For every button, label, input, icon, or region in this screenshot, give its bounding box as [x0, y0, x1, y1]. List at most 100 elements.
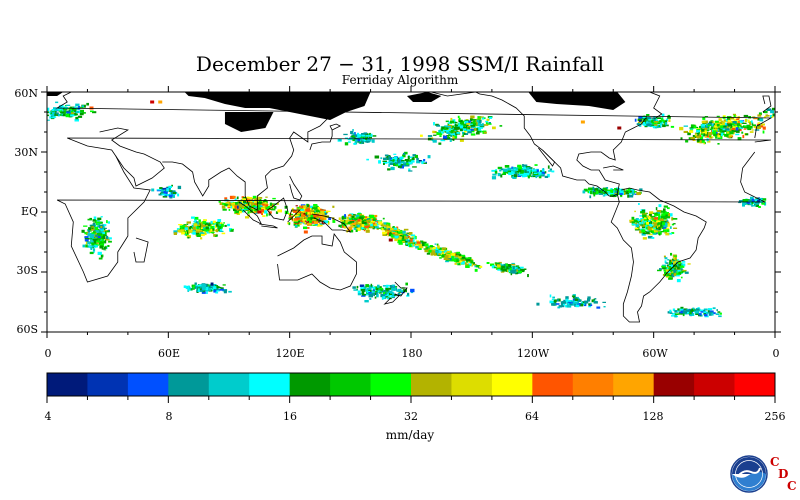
rain-cell — [684, 271, 689, 274]
rain-cell — [707, 140, 711, 143]
rain-cell — [291, 209, 295, 212]
rain-cell — [593, 193, 596, 197]
rain-cell — [701, 124, 706, 127]
rain-cell — [201, 284, 206, 288]
rain-cell — [47, 119, 50, 121]
rain-cell — [566, 298, 569, 303]
rain-cell — [370, 223, 373, 227]
rain-cell — [468, 263, 472, 266]
rain-cell — [549, 168, 552, 171]
rain-cell — [735, 133, 740, 136]
rain-cell — [199, 227, 202, 230]
rain-cell — [248, 206, 251, 210]
rain-cell — [382, 231, 387, 235]
rain-cell — [565, 296, 569, 300]
rain-cell — [200, 287, 202, 289]
rain-cell — [683, 130, 688, 133]
rain-cell — [757, 122, 761, 124]
rain-cell — [102, 231, 105, 235]
rain-cell — [306, 215, 308, 217]
rain-cell — [399, 156, 402, 160]
rain-cell — [642, 216, 645, 220]
rain-cell — [321, 221, 325, 225]
colorbar-swatch — [249, 373, 291, 396]
rain-cell — [243, 200, 247, 203]
rain-cell — [510, 272, 513, 276]
rain-cell — [563, 299, 567, 302]
rain-cell — [515, 167, 520, 170]
rain-cell — [397, 288, 402, 291]
rain-cell — [580, 303, 584, 307]
rain-cell — [436, 124, 440, 127]
rain-cell — [107, 245, 110, 247]
rain-cell — [641, 229, 646, 233]
rain-cell — [633, 219, 638, 223]
rain-cell — [96, 242, 99, 244]
rain-cell — [587, 298, 591, 302]
rain-cell — [504, 171, 508, 174]
rain-cell — [445, 260, 449, 263]
coastline — [259, 223, 278, 229]
rain-cell — [259, 205, 263, 208]
rain-cell — [224, 224, 227, 227]
rain-cell — [595, 190, 598, 192]
rain-cell — [231, 205, 235, 209]
rain-cell — [449, 125, 455, 128]
rain-cell — [353, 224, 358, 227]
rain-cell — [388, 164, 390, 167]
rain-cell — [715, 129, 719, 132]
rain-cell — [674, 315, 677, 318]
rain-cell — [239, 210, 242, 214]
rain-cell — [619, 190, 624, 194]
rain-cell — [704, 135, 707, 138]
rain-cell — [172, 195, 175, 198]
rain-cell — [522, 164, 524, 168]
rain-cell — [352, 132, 355, 135]
rain-cell — [656, 231, 658, 235]
rain-cell — [425, 245, 428, 249]
rain-cell — [672, 218, 678, 220]
rain-cell — [229, 205, 233, 209]
rain-cell — [214, 235, 218, 237]
rain-cell — [487, 123, 492, 125]
rain-cell — [715, 131, 718, 135]
rain-cell — [266, 206, 270, 210]
rain-cell — [680, 312, 683, 315]
rain-cell — [220, 222, 223, 224]
rain-cell — [65, 104, 71, 106]
rain-cell — [235, 202, 238, 205]
rain-cell — [388, 222, 390, 226]
rain-cell — [547, 165, 550, 169]
rain-cell — [673, 256, 676, 260]
rain-cell — [349, 220, 353, 222]
rain-cell — [223, 290, 227, 294]
rain-cell — [522, 164, 528, 167]
rain-cell — [446, 251, 451, 253]
rain-cell — [307, 223, 312, 226]
rain-cell — [572, 298, 575, 301]
rain-cell — [744, 118, 748, 123]
rain-cell — [642, 116, 647, 119]
rain-cell — [695, 308, 700, 311]
rain-cell — [374, 215, 377, 218]
rain-cell — [166, 190, 169, 193]
rain-cell — [344, 137, 349, 139]
rain-cell — [314, 221, 319, 224]
rain-cell — [667, 274, 672, 276]
rain-cell — [377, 284, 380, 288]
rain-cell — [639, 215, 643, 217]
rain-cell — [419, 242, 423, 244]
rain-cell — [493, 266, 498, 269]
rain-cell — [378, 221, 383, 225]
rain-cell — [201, 226, 203, 229]
rain-cell — [190, 288, 193, 291]
rain-cell — [262, 203, 267, 206]
rain-cell — [70, 114, 75, 117]
rain-cell — [639, 220, 641, 222]
rain-cell — [626, 189, 630, 193]
rain-cell — [260, 209, 264, 213]
rain-cell — [497, 269, 501, 271]
rain-cell — [223, 222, 225, 224]
rain-cell — [72, 108, 75, 110]
rain-cell — [722, 129, 727, 132]
